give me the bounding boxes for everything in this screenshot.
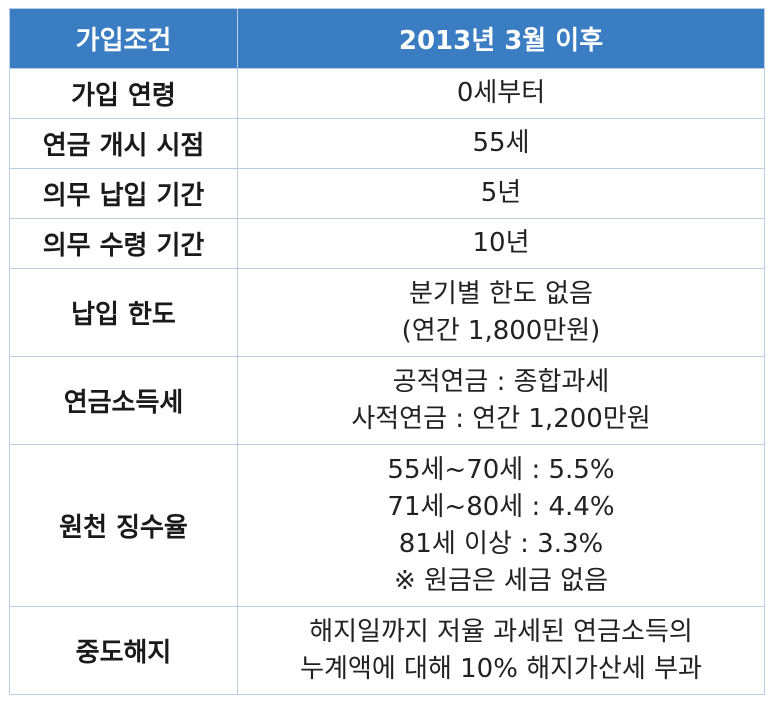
pension-conditions-table: 가입조건 2013년 3월 이후 가입 연령 0세부터 연금 개시 시점 55세… — [9, 8, 765, 695]
conditions-table: 가입조건 2013년 3월 이후 가입 연령 0세부터 연금 개시 시점 55세… — [9, 8, 765, 695]
row-value-receipt-period: 10년 — [237, 218, 765, 269]
value-line: 55세 — [472, 128, 530, 158]
row-label-early-termination: 중도해지 — [9, 606, 238, 695]
value-line: 0세부터 — [456, 78, 546, 108]
table-row: 가입 연령 0세부터 — [9, 68, 765, 119]
row-label-receipt-period: 의무 수령 기간 — [9, 218, 238, 269]
row-label-withholding-rate: 원천 징수율 — [9, 444, 238, 607]
header-row: 가입조건 2013년 3월 이후 — [9, 8, 765, 69]
row-value-payment-period: 5년 — [237, 168, 765, 219]
value-line: ※ 원금은 세금 없음 — [393, 565, 609, 596]
value-line: 공적연금 : 종합과세 — [392, 366, 610, 397]
row-label-start-age: 연금 개시 시점 — [9, 118, 238, 169]
row-label-join-age: 가입 연령 — [9, 68, 238, 119]
row-value-payment-limit: 분기별 한도 없음 (연간 1,800만원) — [237, 268, 765, 357]
row-label-pension-tax: 연금소득세 — [9, 356, 238, 445]
row-value-join-age: 0세부터 — [237, 68, 765, 119]
value-line: 55세~70세 : 5.5% — [387, 454, 615, 485]
table-row: 연금소득세 공적연금 : 종합과세 사적연금 : 연간 1,200만원 — [9, 356, 765, 445]
value-line: 사적연금 : 연간 1,200만원 — [351, 403, 651, 434]
row-label-payment-limit: 납입 한도 — [9, 268, 238, 357]
table-row: 의무 수령 기간 10년 — [9, 218, 765, 269]
value-line: 71세~80세 : 4.4% — [387, 491, 615, 522]
value-line: 10년 — [472, 228, 530, 258]
header-after-2013: 2013년 3월 이후 — [237, 8, 765, 69]
value-line: 5년 — [480, 178, 522, 208]
table-row: 중도해지 해지일까지 저율 과세된 연금소득의 누계액에 대해 10% 해지가산… — [9, 606, 765, 695]
value-line: 누계액에 대해 10% 해지가산세 부과 — [300, 653, 702, 684]
value-line: 해지일까지 저율 과세된 연금소득의 — [309, 616, 693, 647]
table-row: 연금 개시 시점 55세 — [9, 118, 765, 169]
header-conditions: 가입조건 — [9, 8, 238, 69]
table-row: 의무 납입 기간 5년 — [9, 168, 765, 219]
row-value-start-age: 55세 — [237, 118, 765, 169]
row-value-withholding-rate: 55세~70세 : 5.5% 71세~80세 : 4.4% 81세 이상 : 3… — [237, 444, 765, 607]
value-line: 81세 이상 : 3.3% — [398, 528, 604, 559]
table-row: 원천 징수율 55세~70세 : 5.5% 71세~80세 : 4.4% 81세… — [9, 444, 765, 607]
row-label-payment-period: 의무 납입 기간 — [9, 168, 238, 219]
value-line: (연간 1,800만원) — [401, 315, 601, 346]
row-value-pension-tax: 공적연금 : 종합과세 사적연금 : 연간 1,200만원 — [237, 356, 765, 445]
value-line: 분기별 한도 없음 — [409, 278, 593, 309]
table-row: 납입 한도 분기별 한도 없음 (연간 1,800만원) — [9, 268, 765, 357]
row-value-early-termination: 해지일까지 저율 과세된 연금소득의 누계액에 대해 10% 해지가산세 부과 — [237, 606, 765, 695]
